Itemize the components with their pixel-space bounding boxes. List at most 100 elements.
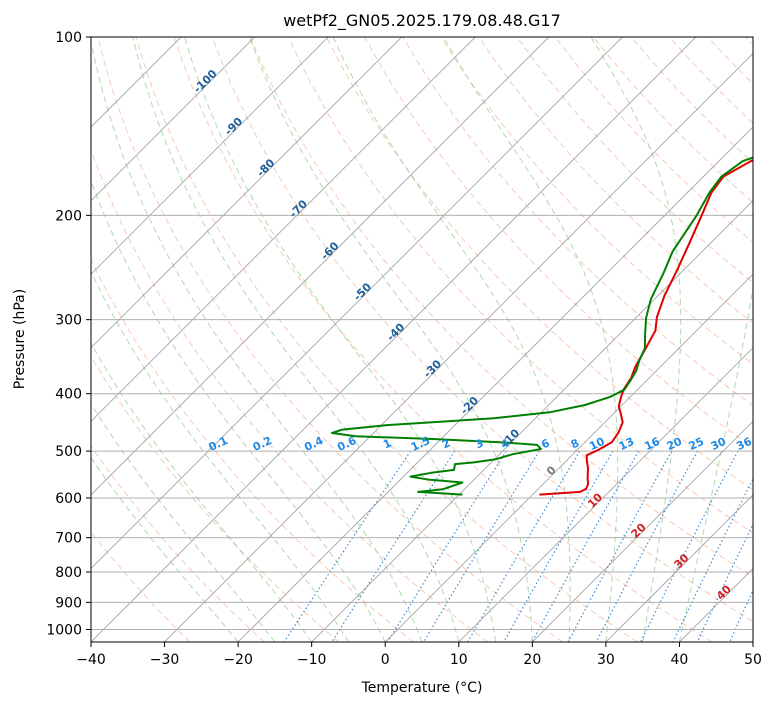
x-axis-label: Temperature (°C) xyxy=(361,680,483,696)
x-tick-label: −30 xyxy=(150,652,180,668)
skewed-isotherm xyxy=(91,37,329,275)
y-tick-label: 700 xyxy=(55,531,82,547)
moist-adiabat xyxy=(132,37,460,642)
dry-adiabat xyxy=(91,148,489,642)
mixing-ratio-line xyxy=(387,450,507,642)
y-tick-label: 1000 xyxy=(46,622,82,638)
mixing-ratio-label: 13 xyxy=(617,435,636,453)
isotherm-label: 30 xyxy=(672,551,692,571)
mixing-ratio-label: 25 xyxy=(687,435,706,453)
mixing-ratio-label: 30 xyxy=(709,435,729,453)
dry-adiabat xyxy=(97,37,563,642)
mixing-ratio-line xyxy=(758,451,775,642)
mixing-ratio-label: 1 xyxy=(381,436,393,451)
dry-adiabat xyxy=(707,37,753,85)
dry-adiabat xyxy=(592,37,753,204)
dry-adiabat xyxy=(91,445,265,642)
moist-adiabat xyxy=(91,456,239,642)
mixing-ratio-line xyxy=(672,477,753,642)
y-tick-label: 300 xyxy=(55,313,82,329)
isotherm-label: -30 xyxy=(421,357,444,380)
x-tick-label: 30 xyxy=(597,652,615,668)
y-tick-label: 900 xyxy=(55,595,82,611)
isotherm-labels: -100-90-80-70-60-50-40-30-20-10010203040… xyxy=(191,67,754,603)
mixing-ratio-line xyxy=(423,450,540,642)
background-lines xyxy=(91,37,775,642)
mixing-ratio-line xyxy=(595,450,699,642)
moist-adiabat xyxy=(443,37,619,642)
skewed-isotherm xyxy=(91,37,623,570)
mixing-ratio-line xyxy=(640,450,739,642)
moist-adiabat xyxy=(249,37,533,642)
isotherm-label: -90 xyxy=(222,115,245,138)
isotherm-label: -20 xyxy=(458,394,481,417)
x-axis-ticks: −40 −30 −20 −10 0 10 20 30 40 50 xyxy=(76,642,762,668)
skewed-isotherm xyxy=(458,347,753,642)
mixing-ratio-line xyxy=(729,588,753,642)
mixing-ratio-label: 16 xyxy=(643,435,663,453)
y-tick-label: 800 xyxy=(55,565,82,581)
dry-adiabat xyxy=(249,37,753,578)
skewed-isotherm xyxy=(91,37,550,496)
profile-line xyxy=(331,156,753,496)
isotherm-label: -60 xyxy=(318,239,341,262)
profile-line xyxy=(539,159,753,496)
mixing-ratio-line xyxy=(696,522,753,642)
profile-lines xyxy=(331,156,753,496)
mixing-ratio-label: 8 xyxy=(569,436,581,451)
mixing-ratio-label: 2 xyxy=(440,436,452,451)
moist-adiabat xyxy=(91,402,276,642)
dry-adiabat xyxy=(135,37,638,642)
dry-adiabat xyxy=(91,258,414,642)
x-tick-label: −10 xyxy=(297,652,327,668)
moist-adiabat xyxy=(91,179,386,642)
x-tick-label: 0 xyxy=(381,652,390,668)
skewed-isotherm xyxy=(91,37,476,423)
y-tick-label: 400 xyxy=(55,387,82,403)
chart-title: wetPf2_GN05.2025.179.08.48.G17 xyxy=(283,11,561,31)
mixing-ratio-label: 20 xyxy=(665,435,685,453)
skewed-isotherm xyxy=(605,494,753,642)
mixing-ratio-label: 36 xyxy=(734,435,754,453)
moist-adiabat xyxy=(332,37,571,642)
skewed-isotherm xyxy=(384,273,753,642)
isotherm-label: -50 xyxy=(351,280,374,303)
skewed-isotherm xyxy=(311,199,753,642)
skewed-isotherm xyxy=(91,37,403,349)
y-tick-label: 600 xyxy=(55,491,82,507)
moist-adiabat xyxy=(91,342,313,642)
skewed-isotherm xyxy=(531,420,753,642)
x-tick-label: 40 xyxy=(671,652,689,668)
y-axis-ticks: 100 200 300 400 500 600 700 800 900 1000 xyxy=(46,30,91,638)
mixing-ratio-line xyxy=(283,450,412,642)
dry-adiabat xyxy=(478,37,753,324)
moist-adiabat xyxy=(590,37,682,642)
skewed-isotherm xyxy=(752,641,753,642)
mixing-ratio-line xyxy=(503,450,614,642)
x-tick-label: 20 xyxy=(523,652,541,668)
dry-adiabat xyxy=(173,37,713,642)
y-tick-label: 100 xyxy=(55,30,82,46)
skewed-isotherm xyxy=(91,37,697,642)
skewed-isotherm xyxy=(164,52,753,642)
mixing-ratio-line xyxy=(467,450,581,642)
x-tick-label: 50 xyxy=(744,652,762,668)
mixing-ratio-line xyxy=(567,450,673,642)
dry-adiabat xyxy=(91,355,340,642)
dry-adiabat xyxy=(287,37,753,534)
isotherm-label: -80 xyxy=(254,156,277,179)
dry-adiabat xyxy=(554,37,753,244)
skewed-isotherm xyxy=(679,567,753,642)
x-tick-label: −40 xyxy=(76,652,106,668)
dry-adiabat xyxy=(211,37,753,623)
x-tick-label: 10 xyxy=(450,652,468,668)
skewed-isotherm xyxy=(91,37,256,202)
mixing-ratio-label: 3 xyxy=(473,436,485,451)
plot-frame xyxy=(90,36,754,643)
dry-adiabat xyxy=(440,37,753,365)
dry-adiabat xyxy=(745,37,753,46)
moist-adiabat xyxy=(678,284,753,642)
mixing-ratio-label: 10 xyxy=(587,435,607,453)
y-tick-label: 500 xyxy=(55,444,82,460)
